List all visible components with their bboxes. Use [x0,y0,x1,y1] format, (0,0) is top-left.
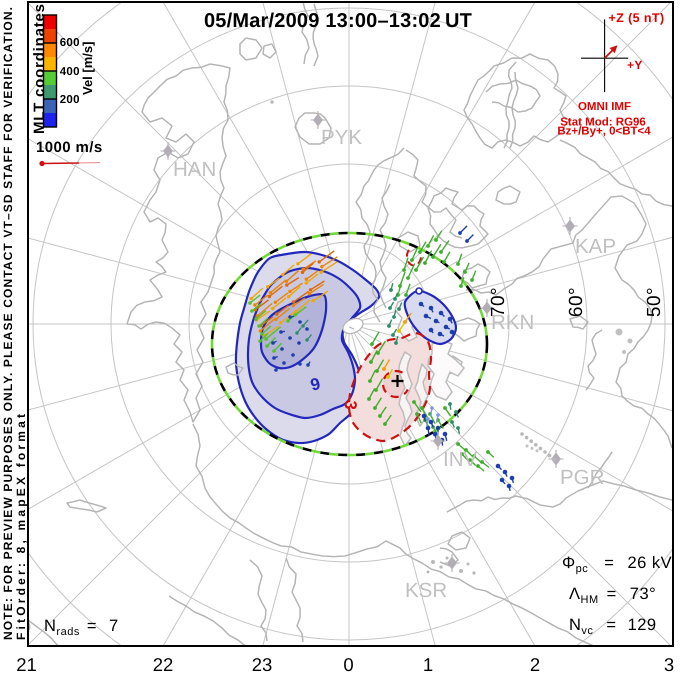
svg-text:PGR: PGR [560,466,604,489]
svg-text:200: 200 [60,94,80,106]
svg-text:400: 400 [60,66,80,78]
svg-text:3: 3 [341,399,361,410]
svg-text:1000 m/s: 1000 m/s [36,139,103,156]
svg-text:RKN: RKN [491,311,534,334]
svg-text:MLT coordinates: MLT coordinates [31,4,48,134]
svg-text:2: 2 [530,654,540,674]
svg-text:OMNI IMF: OMNI IMF [578,101,631,113]
svg-text:21: 21 [16,654,37,674]
svg-text:NOTE: FOR PREVIEW PURPOSES ONL: NOTE: FOR PREVIEW PURPOSES ONLY. PLEASE … [1,7,15,640]
svg-text:KSR: KSR [405,579,447,602]
svg-text:0: 0 [343,654,353,674]
svg-text:60°: 60° [566,287,587,317]
svg-text:KAP: KAP [575,235,616,258]
svg-text:50°: 50° [644,287,665,317]
svg-text:70°: 70° [488,287,509,317]
svg-text:INV: INV [443,448,478,471]
svg-text:Vel [m/s]: Vel [m/s] [80,42,95,95]
svg-text:HAN: HAN [173,158,216,181]
svg-text:Stat Mod: RG96: Stat Mod: RG96 [560,117,646,129]
svg-text:22: 22 [153,654,174,674]
svg-text:600: 600 [60,37,80,49]
svg-text:+Z (5 nT): +Z (5 nT) [609,11,665,25]
svg-text:3: 3 [664,654,674,674]
svg-text:PYK: PYK [321,126,362,149]
svg-text:+Y: +Y [627,58,643,72]
svg-text:23: 23 [252,654,273,674]
svg-text:FitOrder: 8, mapEX format: FitOrder: 8, mapEX format [14,414,28,640]
svg-text:Bz+/By+, 0<BT<4: Bz+/By+, 0<BT<4 [557,126,651,138]
svg-text:1: 1 [423,654,433,674]
